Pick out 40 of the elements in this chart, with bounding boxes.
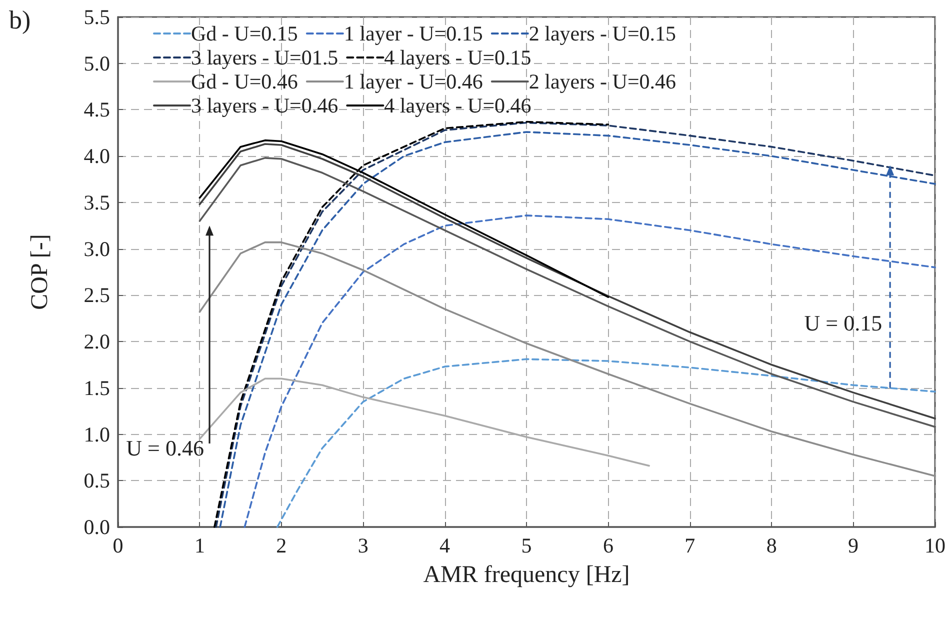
- legend-label: 4 layers - U=0.46: [384, 94, 532, 118]
- x-tick-label: 9: [848, 534, 859, 558]
- y-tick-label: 5.5: [84, 5, 110, 29]
- x-axis-title: AMR frequency [Hz]: [423, 562, 630, 588]
- y-tick-label: 4.5: [84, 98, 110, 122]
- y-axis-title: COP [-]: [27, 234, 53, 310]
- y-tick-label: 2.0: [84, 330, 110, 354]
- line-series: [244, 214, 936, 528]
- x-tick-label: 7: [684, 534, 696, 558]
- x-tick-label: 1: [194, 534, 205, 558]
- x-tick-label: 8: [766, 534, 777, 558]
- chart-title: b): [9, 6, 31, 34]
- annotation: U = 0.46: [126, 436, 204, 461]
- y-tick-label: 0.5: [84, 468, 110, 493]
- legend-label: 1 layer - U=0.46: [344, 70, 483, 94]
- x-tick-label: 5: [521, 534, 532, 558]
- y-tick-label: 3.5: [84, 190, 110, 214]
- legend-label: 4 layers - U=0.15: [384, 46, 532, 70]
- y-tick-label: 2.5: [84, 283, 110, 308]
- legend-label: 2 layers - U=0.15: [528, 22, 676, 46]
- y-tick-label: 4.0: [84, 144, 110, 168]
- x-tick-label: 6: [602, 534, 614, 558]
- x-tick-label: 2: [276, 534, 287, 558]
- x-tick-label: 4: [440, 534, 451, 558]
- annotation: U = 0.15: [804, 310, 882, 336]
- legend-label: 3 layers - U=01.5: [191, 46, 338, 70]
- y-tick-label: 1.5: [84, 376, 110, 400]
- legend-label: Gd - U=0.15: [191, 22, 298, 46]
- x-tick-label: 10: [924, 534, 946, 558]
- legend-label: 1 layer - U=0.15: [344, 22, 483, 46]
- legend-label: Gd - U=0.46: [191, 70, 298, 94]
- y-tick-label: 1.0: [84, 422, 110, 446]
- y-tick-label: 0.0: [84, 515, 110, 539]
- legend-label: 2 layers - U=0.46: [528, 70, 676, 94]
- x-tick-label: 0: [112, 534, 124, 558]
- y-tick-label: 5.0: [84, 51, 110, 76]
- y-tick-label: 3.0: [84, 236, 110, 261]
- legend-label: 3 layers - U=0.46: [191, 94, 338, 118]
- line-series: [276, 358, 936, 528]
- x-tick-label: 3: [358, 534, 368, 558]
